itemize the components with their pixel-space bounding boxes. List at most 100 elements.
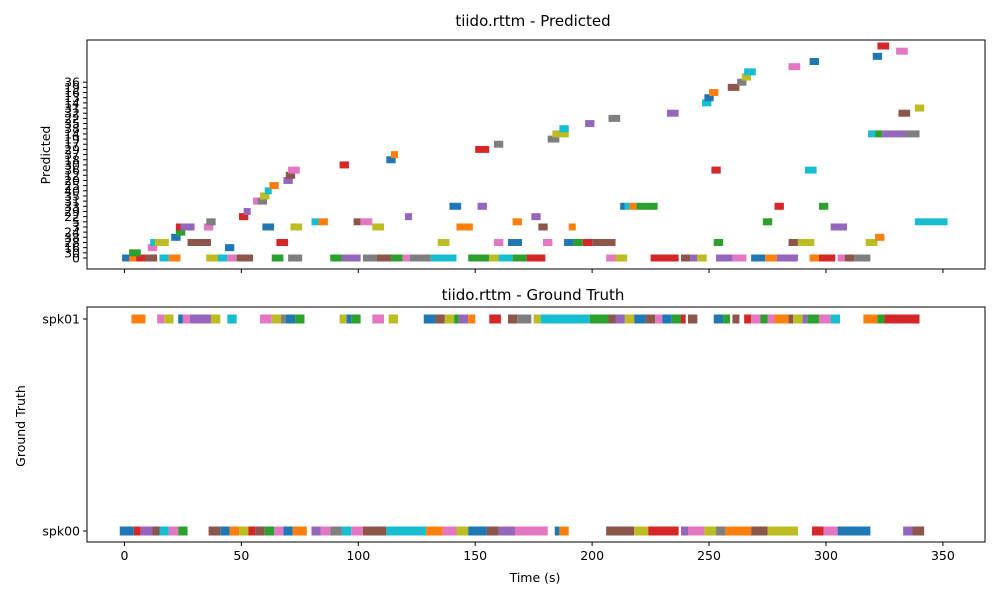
- predicted-segment: [877, 42, 890, 50]
- predicted-segment: [227, 254, 237, 262]
- ground-truth-x-tick-label: 150: [463, 548, 487, 563]
- ground-truth-segment: [271, 314, 282, 324]
- predicted-segment: [898, 109, 911, 117]
- predicted-segments: [122, 42, 948, 262]
- ground-truth-segment: [807, 314, 819, 324]
- ground-truth-segment: [311, 526, 321, 536]
- predicted-segment: [830, 223, 848, 231]
- ground-truth-segment: [388, 314, 399, 324]
- ground-truth-segment: [688, 526, 705, 536]
- predicted-segment: [713, 238, 724, 246]
- ground-truth-segment: [346, 314, 352, 324]
- ground-truth-segment: [157, 314, 165, 324]
- predicted-segment: [650, 254, 679, 262]
- ground-truth-segment: [283, 526, 293, 536]
- ground-truth-segment: [680, 526, 689, 536]
- predicted-segment: [206, 254, 218, 262]
- predicted-segment: [269, 182, 279, 190]
- ground-truth-segment: [648, 526, 679, 536]
- predicted-y-tick-label: 38: [64, 230, 80, 245]
- ground-truth-segment: [837, 526, 871, 536]
- predicted-segment: [489, 254, 499, 262]
- ground-truth-segment: [793, 314, 803, 324]
- predicted-segment: [711, 166, 721, 174]
- ground-truth-segment: [152, 526, 160, 536]
- predicted-segment: [666, 109, 679, 117]
- predicted-y-ticks: 0301628382435222933313540252012363018372…: [64, 75, 87, 266]
- predicted-segment: [690, 254, 698, 262]
- ground-truth-segment: [744, 314, 752, 324]
- ground-truth-segment: [903, 526, 913, 536]
- predicted-segment: [547, 135, 560, 143]
- predicted-y-tick-label: 0: [72, 251, 80, 266]
- predicted-segment: [260, 192, 270, 200]
- ground-truth-xlabel: Time (s): [509, 570, 561, 585]
- predicted-segment: [239, 213, 249, 221]
- ground-truth-ylabel: Ground Truth: [13, 385, 28, 467]
- ground-truth-segment: [514, 526, 548, 536]
- predicted-segment: [283, 176, 293, 184]
- ground-truth-segment: [486, 526, 499, 536]
- predicted-segment: [914, 218, 948, 226]
- predicted-segment: [276, 238, 289, 246]
- predicted-segment: [543, 238, 553, 246]
- ground-truth-segment: [239, 526, 249, 536]
- ground-truth-segment: [260, 314, 272, 324]
- ground-truth-segment: [751, 526, 768, 536]
- predicted-segment: [762, 218, 773, 226]
- ground-truth-segment: [723, 314, 731, 324]
- predicted-y-tick-label: 3: [72, 219, 80, 234]
- predicted-segment: [573, 238, 583, 246]
- predicted-y-tick-label: 20: [64, 173, 80, 188]
- ground-truth-segment: [489, 314, 501, 324]
- ground-truth-segment: [716, 526, 726, 536]
- predicted-segment: [774, 202, 784, 210]
- ground-truth-segment: [877, 314, 885, 324]
- predicted-segment: [360, 218, 373, 226]
- predicted-y-tick-label: 31: [64, 101, 80, 116]
- ground-truth-segment: [713, 314, 724, 324]
- predicted-segment: [493, 238, 504, 246]
- predicted-segment: [311, 218, 319, 226]
- predicted-segment: [159, 254, 169, 262]
- predicted-segment: [914, 104, 925, 112]
- predicted-segment: [288, 166, 300, 174]
- predicted-segment: [341, 254, 361, 262]
- ground-truth-segment: [811, 526, 824, 536]
- ground-truth-x-tick-label: 50: [233, 548, 249, 563]
- predicted-y-tick-label: 25: [64, 178, 80, 193]
- ground-truth-segment: [435, 314, 445, 324]
- ground-truth-segment: [468, 314, 476, 324]
- ground-truth-segment: [255, 526, 265, 536]
- predicted-segment: [405, 213, 413, 221]
- predicted-segment: [175, 228, 186, 236]
- predicted-segment: [203, 223, 214, 231]
- ground-truth-segment: [615, 314, 625, 324]
- predicted-y-tick-label: 16: [64, 240, 80, 255]
- ground-truth-segment: [704, 526, 717, 536]
- ground-truth-segment: [498, 526, 515, 536]
- predicted-segment: [837, 254, 845, 262]
- predicted-y-tick-label: 19: [64, 80, 80, 95]
- ground-truth-segment: [189, 314, 211, 324]
- ground-truth-segment: [884, 314, 920, 324]
- predicted-segment: [168, 254, 181, 262]
- predicted-y-tick-label: 22: [64, 209, 80, 224]
- predicted-segment: [507, 238, 522, 246]
- predicted-segment: [493, 140, 504, 148]
- predicted-segment: [680, 254, 691, 262]
- predicted-segment: [875, 130, 883, 138]
- predicted-segment: [564, 238, 574, 246]
- predicted-segment: [180, 223, 195, 231]
- ground-truth-segment: [559, 526, 569, 536]
- predicted-y-tick-label: 37: [64, 147, 80, 162]
- predicted-segment: [171, 233, 181, 241]
- predicted-segment: [243, 207, 251, 215]
- ground-truth-segment: [444, 314, 455, 324]
- predicted-segment: [818, 202, 829, 210]
- ground-truth-segment: [133, 526, 141, 536]
- predicted-segment: [372, 223, 384, 231]
- predicted-segment: [809, 58, 819, 66]
- predicted-segment: [147, 244, 158, 252]
- ground-truth-segment: [220, 526, 230, 536]
